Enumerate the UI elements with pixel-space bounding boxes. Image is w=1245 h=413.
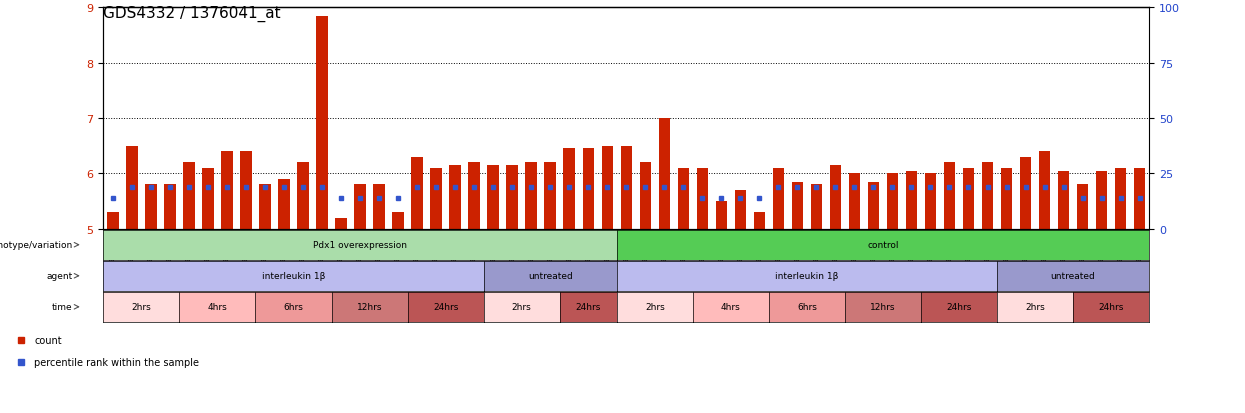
Bar (697, 169, 708, 229)
Bar (183, 163, 194, 229)
Text: 4hrs: 4hrs (721, 303, 741, 311)
Bar (1096, 171, 1107, 229)
Bar (468, 163, 479, 229)
Text: 6hrs: 6hrs (284, 303, 304, 311)
Bar (411, 157, 423, 229)
Text: agent: agent (46, 272, 72, 280)
Bar (335, 218, 346, 229)
Bar (944, 163, 955, 229)
Bar (753, 213, 764, 229)
Text: genotype/variation: genotype/variation (0, 241, 72, 249)
Bar (316, 17, 327, 229)
Text: 24hrs: 24hrs (1098, 303, 1124, 311)
Bar (1058, 171, 1069, 229)
Bar (544, 163, 555, 229)
Bar (1134, 169, 1145, 229)
Bar (906, 171, 918, 229)
Text: 12hrs: 12hrs (870, 303, 895, 311)
Bar (773, 169, 784, 229)
Bar (146, 185, 157, 229)
Bar (886, 174, 898, 229)
Bar (583, 149, 594, 229)
Text: untreated: untreated (1051, 272, 1096, 280)
Text: interleukin 1β: interleukin 1β (261, 272, 325, 280)
Bar (810, 185, 822, 229)
Text: 2hrs: 2hrs (512, 303, 532, 311)
Text: count: count (35, 335, 62, 345)
Bar (1038, 152, 1051, 229)
Bar (449, 166, 461, 229)
Text: GDS4332 / 1376041_at: GDS4332 / 1376041_at (103, 6, 281, 22)
Text: Pdx1 overexpression: Pdx1 overexpression (312, 241, 407, 249)
Bar (202, 169, 214, 229)
Bar (640, 163, 651, 229)
Text: 4hrs: 4hrs (208, 303, 228, 311)
Text: control: control (868, 241, 899, 249)
Text: interleukin 1β: interleukin 1β (776, 272, 839, 280)
Bar (1020, 157, 1031, 229)
Bar (279, 180, 290, 229)
Bar (868, 182, 879, 229)
Bar (1116, 169, 1127, 229)
Bar (488, 166, 499, 229)
Bar (507, 166, 518, 229)
Bar (962, 169, 974, 229)
Bar (1077, 185, 1088, 229)
Text: percentile rank within the sample: percentile rank within the sample (35, 357, 199, 367)
Bar (925, 174, 936, 229)
Bar (107, 213, 118, 229)
Bar (298, 163, 309, 229)
Bar (525, 163, 537, 229)
Text: 24hrs: 24hrs (946, 303, 971, 311)
Bar (735, 190, 746, 229)
Text: 2hrs: 2hrs (1025, 303, 1045, 311)
Text: 24hrs: 24hrs (433, 303, 458, 311)
Bar (716, 202, 727, 229)
Text: 6hrs: 6hrs (797, 303, 817, 311)
Text: 2hrs: 2hrs (645, 303, 665, 311)
Text: time: time (52, 303, 72, 311)
Text: 24hrs: 24hrs (575, 303, 601, 311)
Bar (355, 185, 366, 229)
Bar (982, 163, 994, 229)
Text: 12hrs: 12hrs (357, 303, 382, 311)
Bar (601, 146, 613, 229)
Bar (164, 185, 176, 229)
Bar (659, 119, 670, 229)
Bar (829, 166, 842, 229)
Bar (620, 146, 632, 229)
Bar (222, 152, 233, 229)
Bar (1001, 169, 1012, 229)
Bar (240, 152, 251, 229)
Bar (431, 169, 442, 229)
Bar (374, 185, 385, 229)
Bar (392, 213, 403, 229)
Text: 2hrs: 2hrs (132, 303, 151, 311)
Bar (126, 146, 137, 229)
Text: untreated: untreated (528, 272, 573, 280)
Bar (677, 169, 688, 229)
Bar (259, 185, 270, 229)
Bar (849, 174, 860, 229)
Bar (792, 182, 803, 229)
Bar (564, 149, 575, 229)
